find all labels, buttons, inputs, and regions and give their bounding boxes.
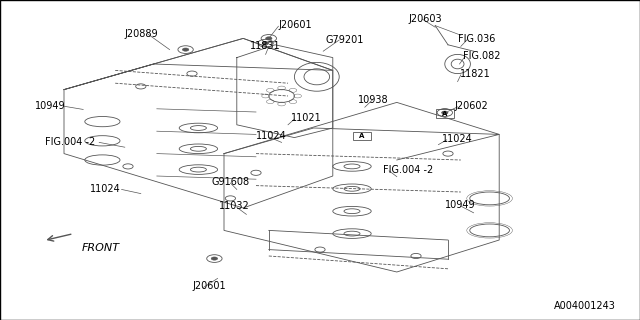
Text: A: A (442, 111, 447, 116)
Text: FRONT: FRONT (82, 243, 120, 253)
Text: J20603: J20603 (408, 13, 442, 24)
Text: J20601: J20601 (278, 20, 312, 30)
Text: A004001243: A004001243 (554, 300, 616, 311)
Text: J20601: J20601 (192, 281, 226, 292)
Text: 11032: 11032 (219, 201, 250, 212)
Text: 10949: 10949 (35, 101, 66, 111)
Text: 11024: 11024 (256, 131, 287, 141)
Text: J20602: J20602 (454, 101, 488, 111)
Text: 11024: 11024 (442, 134, 472, 144)
Text: 11821: 11821 (460, 69, 490, 79)
Circle shape (182, 48, 189, 51)
Text: 10938: 10938 (358, 95, 389, 105)
Circle shape (262, 42, 269, 45)
Text: FIG.036: FIG.036 (458, 34, 495, 44)
Text: 11021: 11021 (291, 113, 322, 124)
Text: 11024: 11024 (90, 184, 120, 195)
Text: G79201: G79201 (325, 35, 364, 45)
Text: FIG.004 -2: FIG.004 -2 (45, 137, 95, 148)
Circle shape (442, 111, 448, 114)
Text: 10949: 10949 (445, 200, 476, 211)
Text: FIG.082: FIG.082 (463, 51, 500, 61)
Text: G91608: G91608 (211, 177, 250, 188)
Circle shape (211, 257, 218, 260)
Text: A: A (359, 133, 364, 139)
Text: FIG.004 -2: FIG.004 -2 (383, 165, 433, 175)
Text: J20889: J20889 (125, 28, 159, 39)
FancyBboxPatch shape (436, 109, 454, 118)
Text: 11831: 11831 (250, 41, 280, 51)
FancyBboxPatch shape (353, 132, 371, 140)
Circle shape (266, 37, 272, 40)
